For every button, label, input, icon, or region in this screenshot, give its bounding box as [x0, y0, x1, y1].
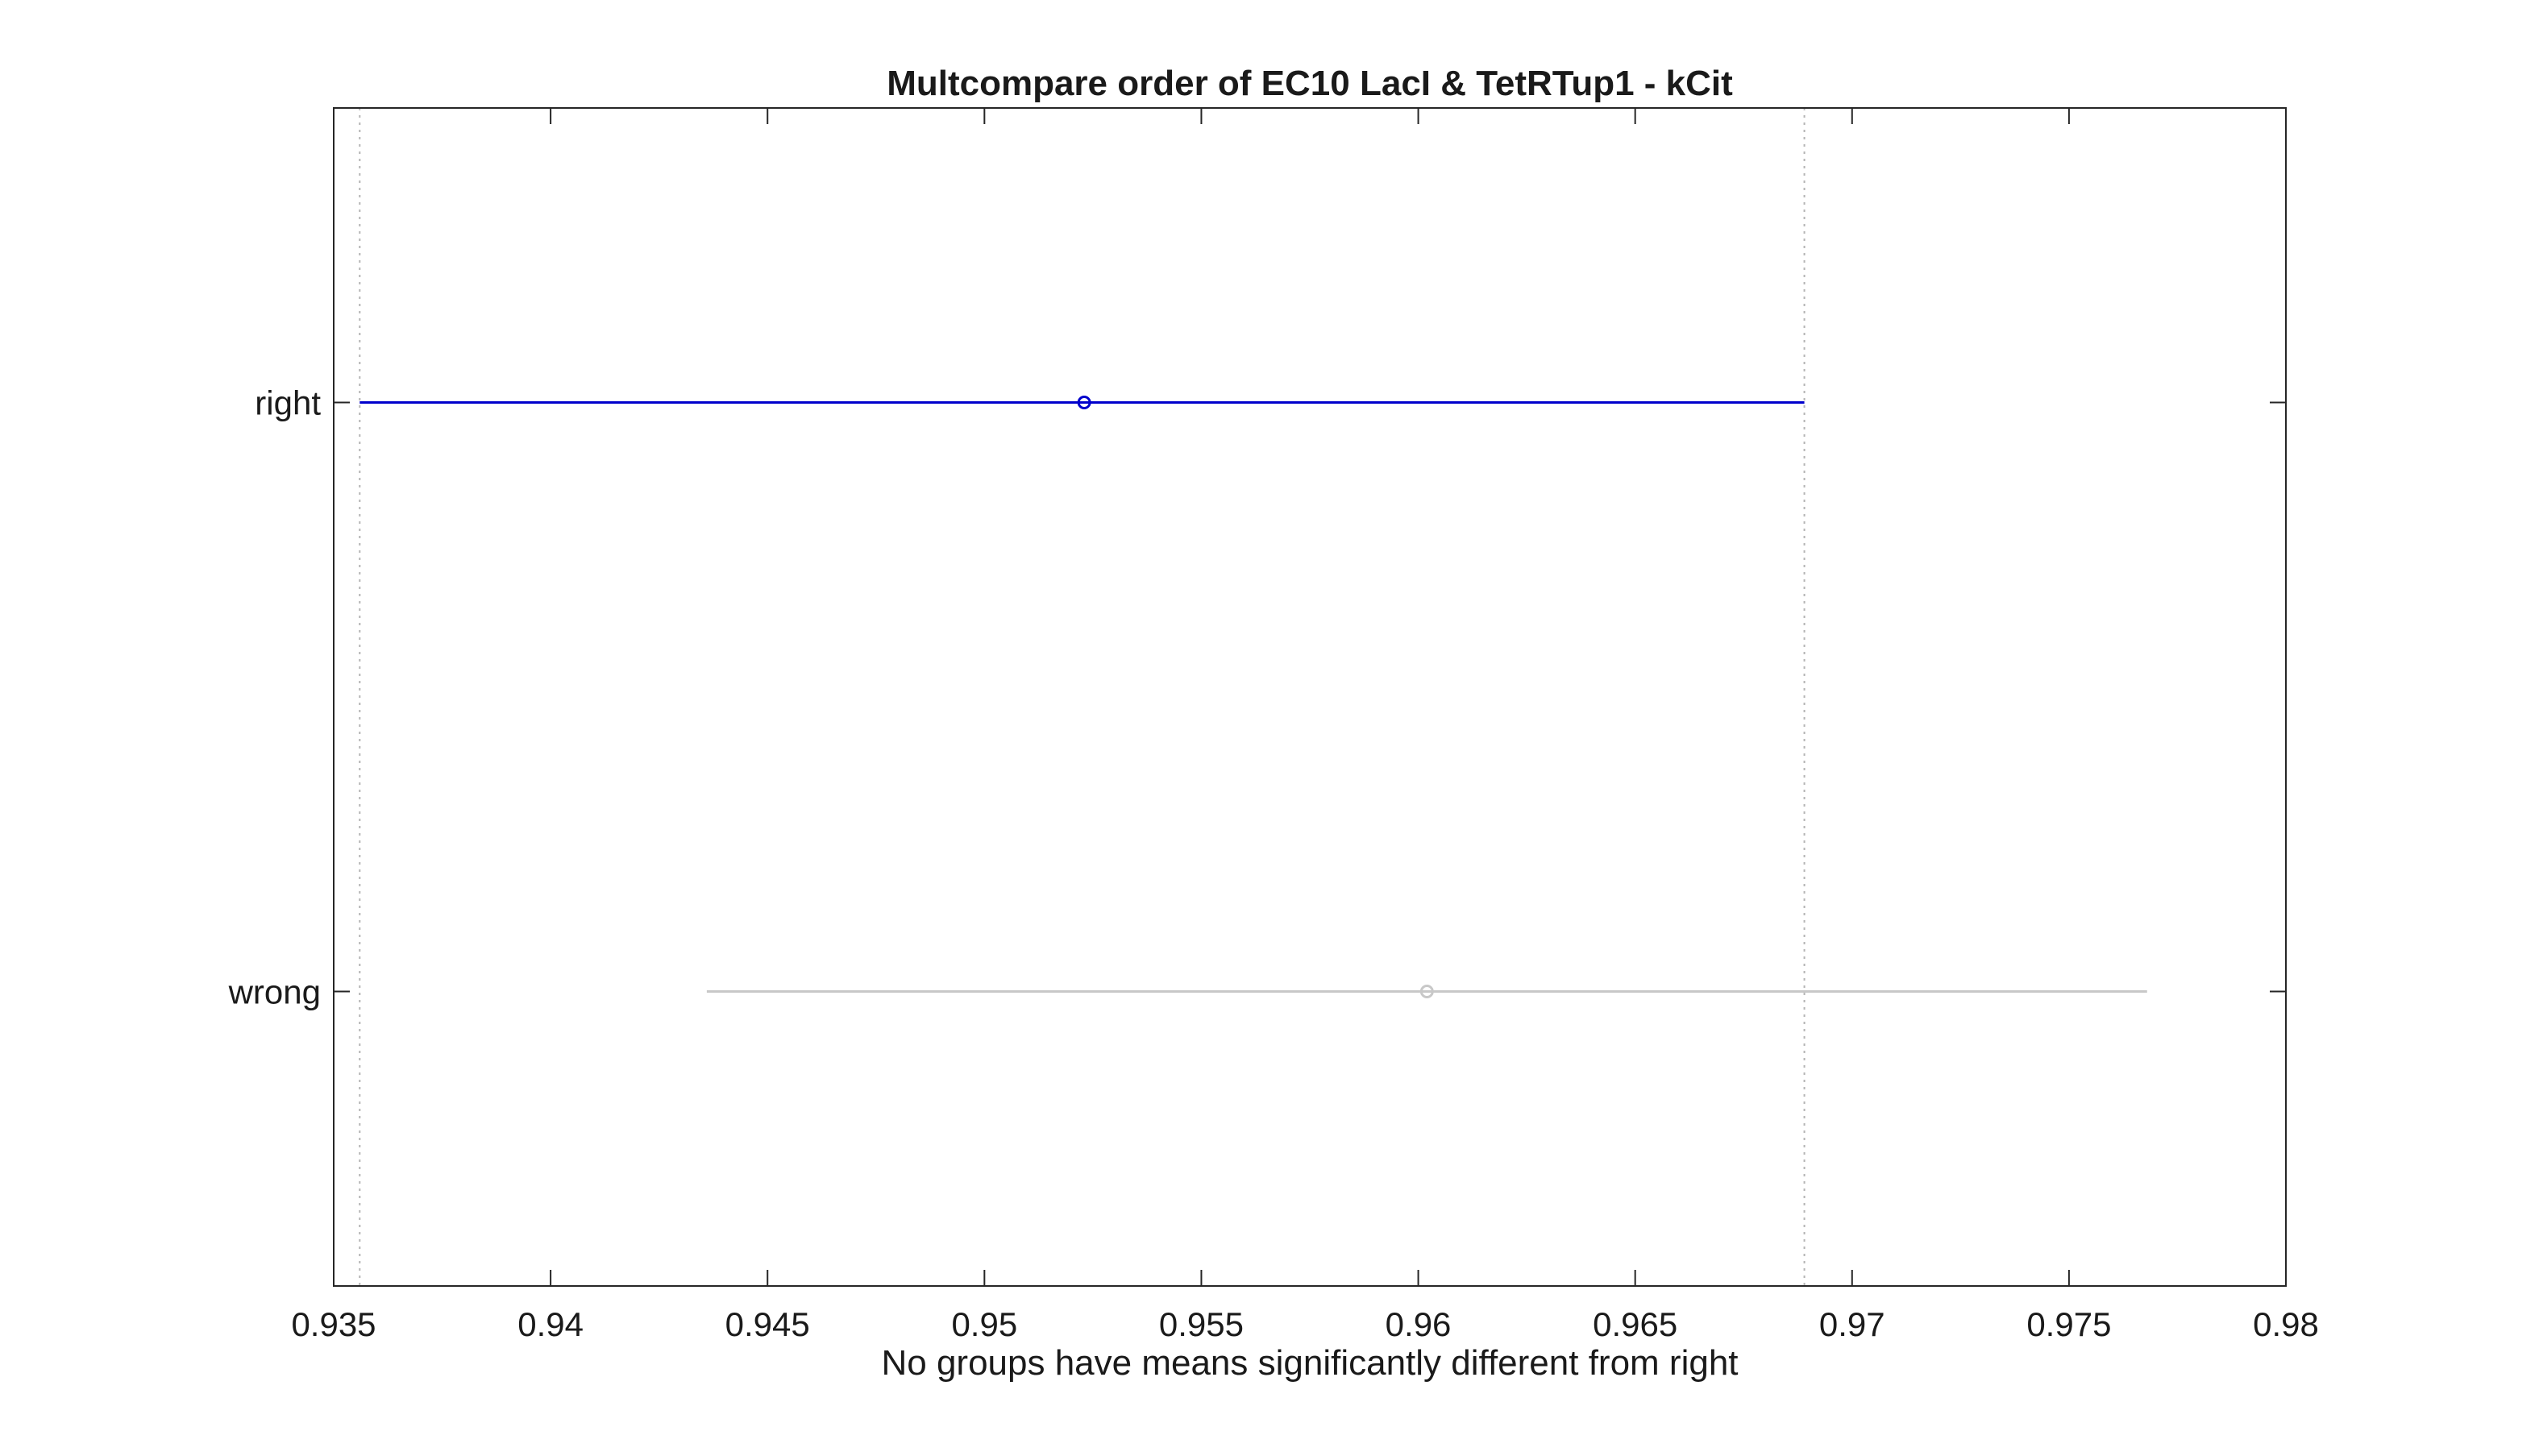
x-axis-label: No groups have means significantly diffe… [881, 1343, 1738, 1383]
x-tick-label: 0.94 [517, 1305, 584, 1343]
x-tick-label: 0.96 [1386, 1305, 1452, 1343]
x-tick-label: 0.965 [1593, 1305, 1677, 1343]
reference-lines [359, 108, 1806, 1286]
x-ticks: 0.935 0.94 0.945 0.95 0.955 0.96 0.965 0.97 0.97… [291, 108, 2319, 1343]
interval-marks [359, 396, 2147, 998]
x-tick-label: 0.97 [1819, 1305, 1885, 1343]
x-tick-label: 0.975 [2026, 1305, 2111, 1343]
chart-title: Multcompare order of EC10 LacI & TetRTup… [887, 64, 1733, 103]
axes [333, 107, 2287, 1287]
x-tick-label: 0.955 [1159, 1305, 1244, 1343]
x-tick-label: 0.945 [725, 1305, 810, 1343]
y-tick-label-right: right [255, 384, 321, 422]
x-tick-label: 0.98 [2253, 1305, 2319, 1343]
mean-marker-wrong [1419, 985, 1434, 998]
plot-box [333, 107, 2287, 1287]
x-tick-label: 0.95 [951, 1305, 1017, 1343]
x-tick-label: 0.935 [291, 1305, 376, 1343]
y-tick-label-wrong: wrong [228, 973, 321, 1011]
y-ticks: right wrong [228, 384, 2286, 1011]
mean-marker-right [1077, 396, 1091, 409]
